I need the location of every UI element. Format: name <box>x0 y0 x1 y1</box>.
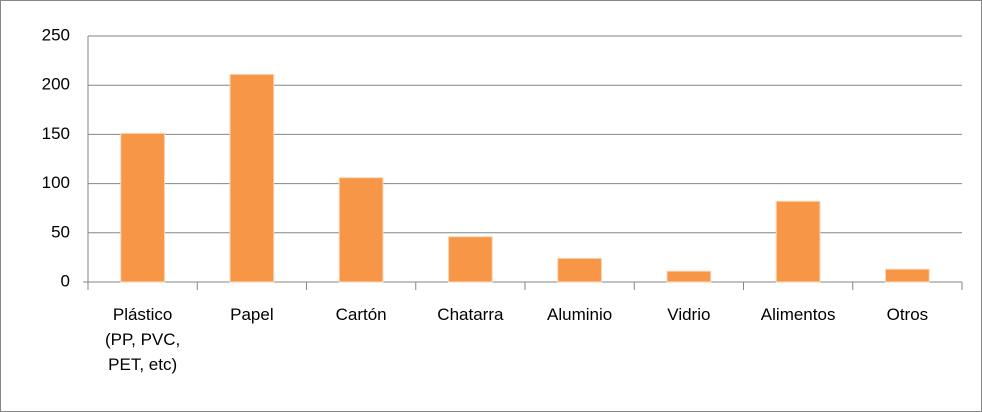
x-tick-label: Alimentos <box>760 305 836 324</box>
x-tick-label: Cartón <box>335 305 387 324</box>
x-tick-label: Chatarra <box>437 305 504 324</box>
bar <box>885 268 930 283</box>
bar <box>338 177 384 283</box>
bar <box>448 236 493 283</box>
y-tick-label: 250 <box>42 25 70 44</box>
x-tick-label: Otros <box>886 305 929 324</box>
x-tick-label: Vidrio <box>667 305 711 324</box>
x-tick-label: Plástico (PP, PVC, PET, etc) <box>104 305 181 374</box>
y-tick-label: 200 <box>42 75 70 94</box>
bar <box>557 257 602 283</box>
y-tick-label: 50 <box>51 222 70 241</box>
y-tick-label: 0 <box>61 271 70 290</box>
bar <box>120 132 165 283</box>
bar <box>666 270 712 283</box>
bar <box>229 73 275 283</box>
x-tick-label: Aluminio <box>547 305 613 324</box>
x-tick-label: Papel <box>230 305 274 324</box>
bar <box>775 200 821 283</box>
y-tick-label: 150 <box>42 124 70 143</box>
y-tick-label: 100 <box>42 173 70 192</box>
